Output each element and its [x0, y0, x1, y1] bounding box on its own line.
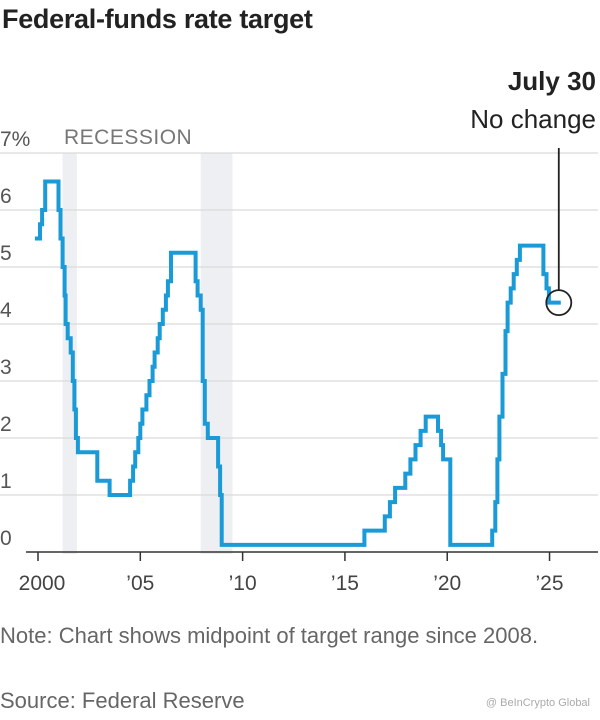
- recession-bands: [62, 153, 233, 554]
- x-tick-label-2020: ’20: [433, 572, 461, 595]
- annotation-text: No change: [470, 104, 596, 134]
- recession-band-2: [200, 153, 233, 554]
- series-layer: [34, 179, 561, 547]
- x-tick-label-2005: ’05: [126, 572, 154, 595]
- watermark: @ BeInCrypto Global: [485, 697, 590, 709]
- x-tick-label-2010: ’10: [229, 572, 257, 595]
- annotation-layer: [545, 148, 573, 317]
- y-tick-label-2: 2: [0, 413, 12, 436]
- recession-label: RECESSION: [64, 126, 192, 149]
- y-tick-label-7: 7%: [0, 128, 30, 151]
- x-tick-label-2025: ’25: [536, 572, 564, 595]
- y-tick-label-6: 6: [0, 185, 12, 208]
- rate-chart: RECESSION 0 1 2 3 4 5 6 7% 2000 ’05 ’10 ’15 ’20 ’25: [0, 126, 598, 595]
- x-tick-label-2015: ’15: [331, 572, 359, 595]
- x-axis-ticks: 2000 ’05 ’10 ’15 ’20 ’25: [19, 552, 564, 595]
- y-tick-label-5: 5: [0, 242, 12, 265]
- chart-source: Source: Federal Reserve: [0, 688, 245, 713]
- series-line-1: [34, 179, 561, 547]
- y-tick-label-3: 3: [0, 356, 12, 379]
- y-tick-label-4: 4: [0, 299, 12, 322]
- chart-title: Federal-funds rate target: [2, 4, 313, 34]
- y-tick-label-0: 0: [0, 527, 12, 550]
- x-tick-label-2000: 2000: [19, 572, 66, 595]
- annotation-date: July 30: [507, 66, 596, 96]
- chart-note: Note: Chart shows midpoint of target ran…: [0, 623, 539, 648]
- y-axis-ticks: 0 1 2 3 4 5 6 7%: [0, 128, 30, 550]
- y-tick-label-1: 1: [0, 470, 12, 493]
